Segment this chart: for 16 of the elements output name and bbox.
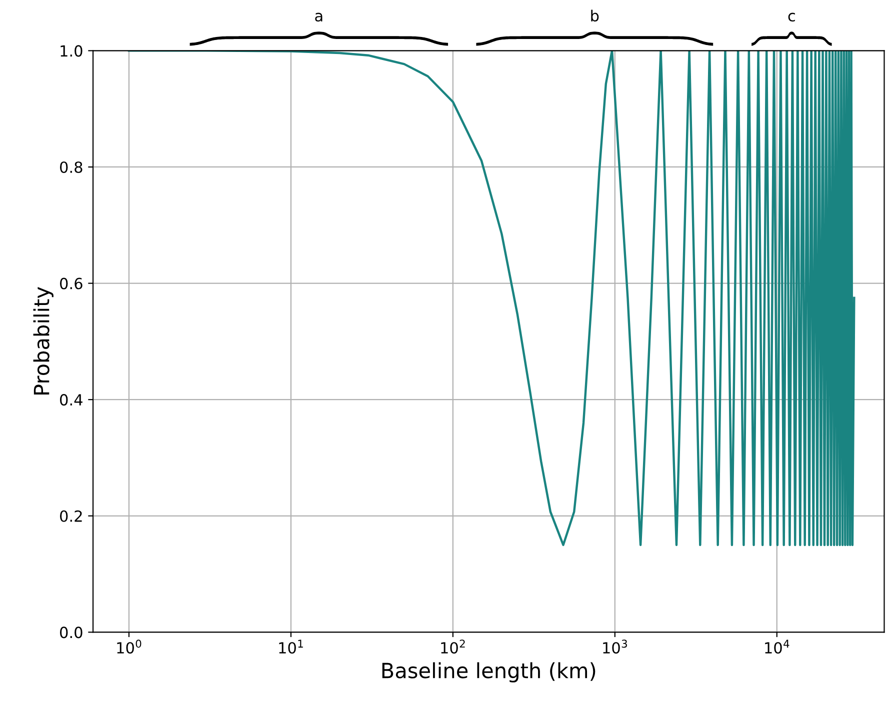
- x-tick-label: 10$^{4}$: [765, 640, 790, 654]
- x-tick-label: 10$^{2}$: [441, 640, 465, 654]
- y-tick-label: 0.0: [60, 626, 82, 638]
- text: b: [591, 10, 599, 22]
- x-tick-label: 10$^{3}$: [603, 640, 627, 654]
- y-axis-title: Probability: [33, 287, 54, 394]
- text: c: [788, 12, 795, 22]
- x-axis-title: Baseline length (km): [382, 662, 596, 682]
- x-tick-label: 10$^{0}$: [117, 640, 142, 654]
- y-tick-label: 0.8: [60, 161, 82, 174]
- y-tick-label: 0.6: [60, 278, 82, 290]
- text: a: [315, 12, 322, 22]
- x-tick-label: 10$^{1}$: [279, 640, 303, 654]
- y-tick-label: 0.2: [60, 510, 82, 522]
- y-tick-label: 0.4: [60, 394, 82, 406]
- y-tick-label: 1.0: [60, 45, 82, 57]
